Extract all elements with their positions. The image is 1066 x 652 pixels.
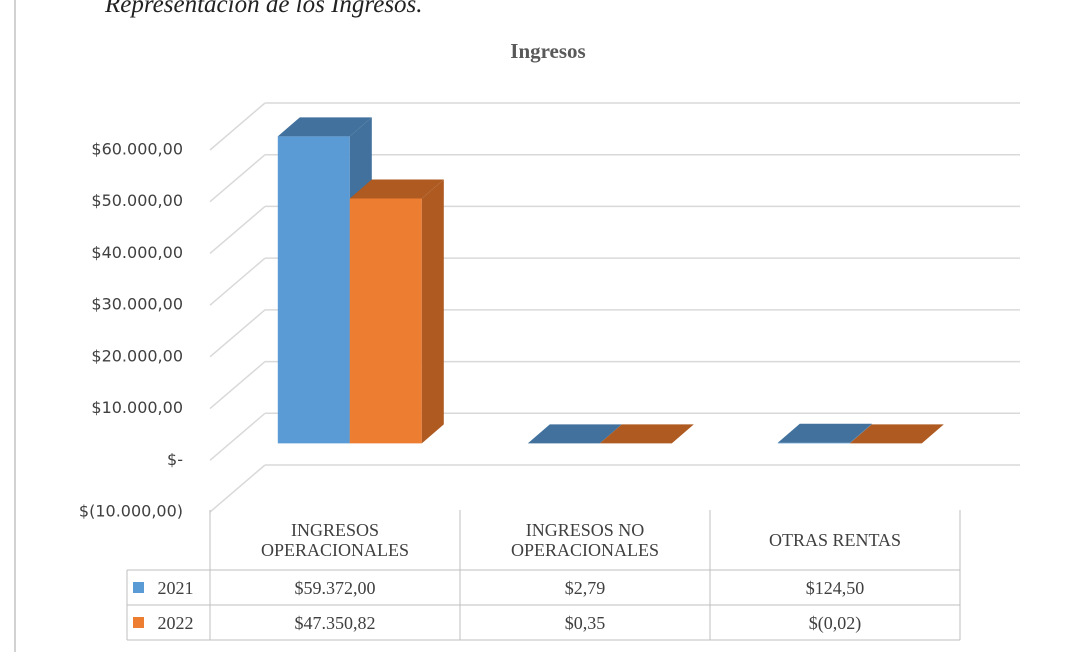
y-tick-label: $-	[167, 450, 183, 469]
y-tick-label: $30.000,00	[91, 295, 183, 314]
grid-line	[209, 257, 266, 306]
x-tick-label: INGRESOS NO OPERACIONALES	[510, 520, 659, 560]
grid-line	[209, 412, 266, 461]
bar-front	[349, 198, 422, 444]
data-label: $(0,02)	[808, 612, 862, 633]
grid-line	[209, 102, 266, 151]
bar-front	[277, 136, 350, 444]
bar-top	[277, 117, 372, 137]
x-tick-label: OTRAS RENTAS	[768, 530, 902, 550]
bar-top	[527, 424, 622, 444]
data-label: $2,79	[564, 577, 606, 598]
grid-line	[209, 309, 266, 358]
y-tick-label: $20.000,00	[91, 346, 183, 365]
bar-top	[599, 424, 694, 444]
legend-swatch	[133, 582, 144, 593]
chart-title: Ingresos	[510, 39, 585, 63]
legend-swatch	[133, 617, 144, 628]
y-tick-label: $(10.000,00)	[79, 502, 183, 521]
x-tick-label: INGRESOS OPERACIONALES	[260, 520, 409, 560]
bar-top	[777, 423, 872, 443]
bar-side	[921, 424, 944, 444]
bar-front	[777, 442, 850, 444]
data-label: $0,35	[564, 612, 606, 633]
grid-line	[209, 464, 266, 513]
y-tick-label: $10.000,00	[91, 398, 183, 417]
bar-side	[421, 179, 444, 444]
bar-side	[599, 424, 622, 444]
data-label: $59.372,00	[294, 577, 376, 598]
caption: Representación de los Ingresos.	[104, 0, 423, 18]
y-tick-label: $60.000,00	[91, 140, 183, 159]
grid-line	[209, 154, 266, 203]
bar-top	[349, 179, 444, 199]
y-tick-label: $40.000,00	[91, 243, 183, 262]
legend-label: 2021	[157, 577, 194, 598]
y-tick-label: $50.000,00	[91, 191, 183, 210]
bar-top	[849, 424, 944, 444]
grid-line	[209, 361, 266, 410]
bar-side	[849, 423, 872, 444]
data-label: $124,50	[805, 577, 865, 598]
bar-side	[671, 424, 694, 444]
grid-line	[209, 205, 266, 254]
legend-label: 2022	[157, 612, 194, 633]
data-label: $47.350,82	[294, 612, 376, 633]
